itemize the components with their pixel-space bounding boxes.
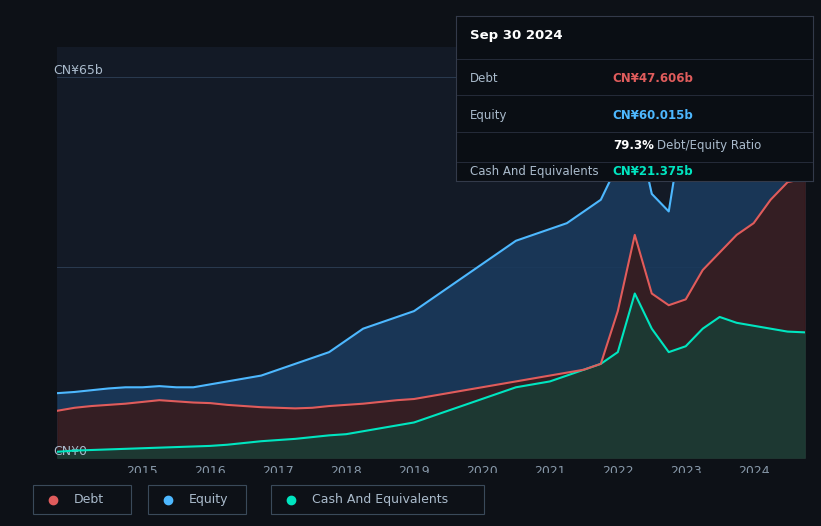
Text: Equity: Equity: [470, 109, 507, 122]
Text: Equity: Equity: [189, 493, 228, 506]
Text: Debt/Equity Ratio: Debt/Equity Ratio: [658, 138, 762, 151]
Text: Debt: Debt: [74, 493, 104, 506]
Text: Sep 30 2024: Sep 30 2024: [470, 29, 562, 42]
Text: CN¥60.015b: CN¥60.015b: [612, 109, 694, 122]
Text: Cash And Equivalents: Cash And Equivalents: [470, 165, 599, 178]
Text: CN¥0: CN¥0: [53, 444, 88, 458]
Text: CN¥65b: CN¥65b: [53, 64, 103, 77]
Text: CN¥47.606b: CN¥47.606b: [612, 72, 694, 85]
Text: 79.3%: 79.3%: [612, 138, 654, 151]
Text: CN¥21.375b: CN¥21.375b: [612, 165, 694, 178]
Text: Cash And Equivalents: Cash And Equivalents: [312, 493, 448, 506]
Text: Debt: Debt: [470, 72, 498, 85]
